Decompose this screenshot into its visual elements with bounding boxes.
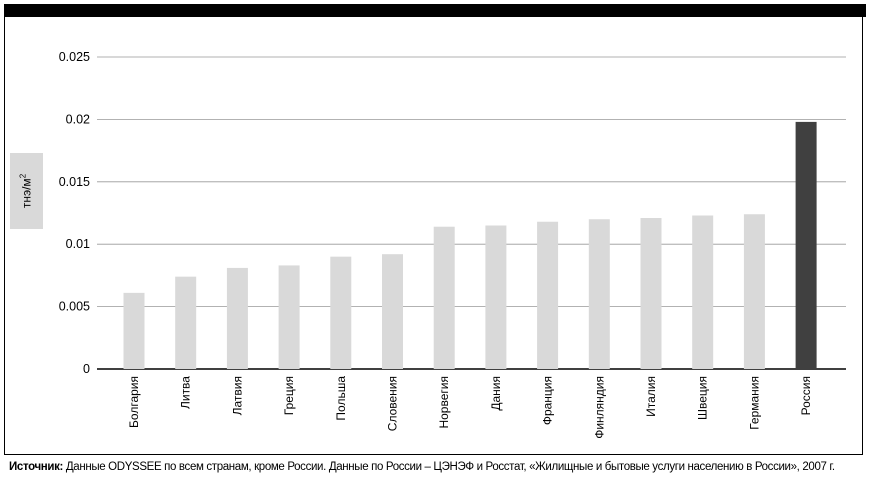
bar-5: [330, 256, 352, 369]
source-note: Источник: Данные ODYSSEE по всем странам…: [9, 461, 835, 473]
bar-3: [226, 267, 248, 369]
x-tick-labels: Болгария Литва Латвия Греция Польша Словения Н…: [127, 376, 813, 439]
bar-14: [795, 121, 817, 369]
y-tick-label: 0: [83, 362, 90, 376]
bar-12: [692, 215, 714, 369]
x-tick-label: Литва: [179, 376, 193, 409]
x-tick-label: Франция: [541, 376, 555, 425]
x-tick-label: Россия: [799, 376, 813, 415]
x-tick-label: Дания: [489, 376, 503, 411]
bar-2: [175, 276, 197, 369]
bar-6: [382, 254, 403, 369]
bar-11: [640, 217, 662, 369]
y-tick-label: 0.005: [59, 300, 90, 314]
y-tick-label: 0.015: [59, 175, 90, 189]
y-tick-labels: 0 0.005 0.01 0.015 0.02 0.025: [59, 50, 90, 376]
x-tick-label: Болгария: [127, 376, 141, 428]
bar-4: [278, 265, 300, 369]
x-tick-label: Латвия: [230, 376, 244, 415]
bar-7: [433, 226, 455, 369]
x-tick-label: Швеция: [696, 376, 710, 420]
x-tick-label: Норвегия: [437, 376, 451, 429]
source-text: Данные ODYSSEE по всем странам, кроме Ро…: [63, 461, 835, 473]
y-tick-label: 0.025: [59, 50, 90, 64]
bar-13: [743, 214, 765, 369]
x-tick-label: Финляндия: [592, 376, 606, 439]
x-tick-label: Польша: [334, 376, 348, 421]
x-tick-label: Словения: [386, 376, 400, 431]
bar-9: [537, 221, 559, 369]
x-tick-label: Греция: [282, 376, 296, 415]
top-border-bar: [4, 4, 866, 17]
y-axis-label-box: [10, 153, 43, 229]
bars: [123, 121, 817, 369]
x-tick-label: Италия: [644, 376, 658, 417]
y-tick-label: 0.01: [66, 237, 90, 251]
chart-frame: [4, 4, 863, 455]
x-tick-label: Германия: [747, 376, 761, 430]
bar-10: [588, 219, 610, 369]
bar-8: [485, 225, 507, 369]
source-label: Источник:: [9, 461, 64, 473]
grid-lines: [97, 56, 846, 370]
bar-1: [123, 292, 145, 369]
y-tick-label: 0.02: [66, 112, 90, 126]
bar-chart: 0 0.005 0.01 0.015 0.02 0.025 Болгария Литва Ла…: [59, 50, 846, 439]
